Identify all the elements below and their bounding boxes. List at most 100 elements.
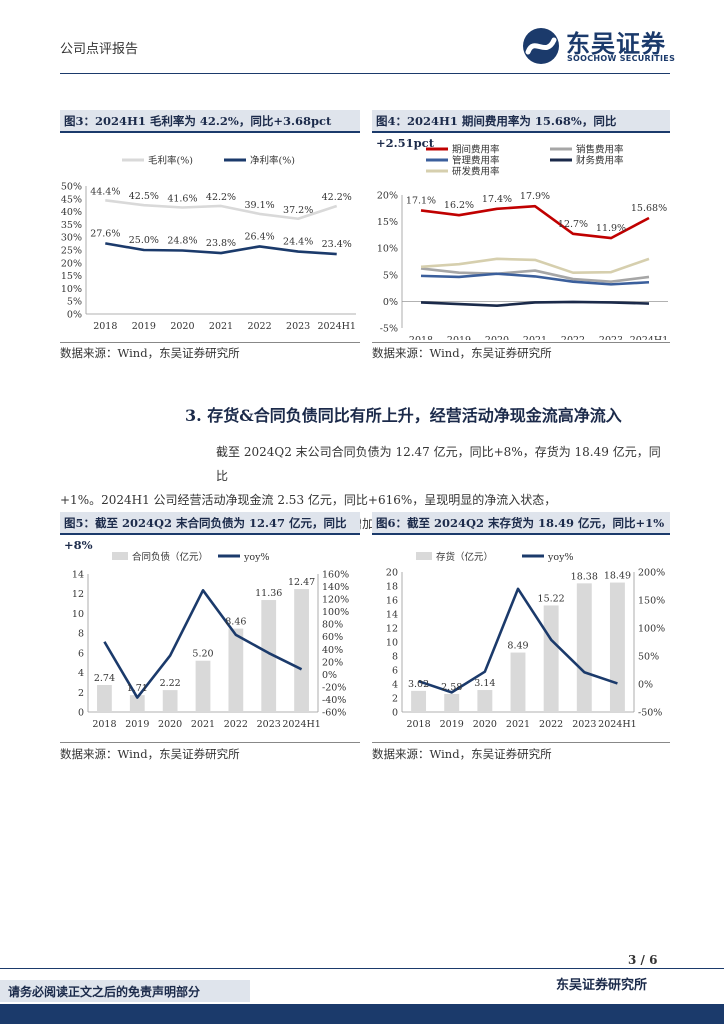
yoy-line <box>418 587 618 694</box>
data-label: 17.1% <box>406 195 436 206</box>
bar-data-label: 2.22 <box>160 678 181 689</box>
y-tick-label: 10% <box>377 244 398 255</box>
data-label: 44.4% <box>90 186 120 197</box>
y-right-tick-label: 60% <box>322 632 343 643</box>
legend-swatch-bar <box>416 552 432 560</box>
data-label: 17.4% <box>482 194 512 205</box>
y-tick-label: 5% <box>383 270 398 281</box>
y-left-tick-label: 8 <box>78 629 84 640</box>
legend-label: 期间费用率 <box>452 144 500 156</box>
data-label: 41.6% <box>167 194 197 205</box>
y-tick-label: 20% <box>377 191 398 202</box>
bar-data-label: 3.02 <box>408 679 429 690</box>
bar-data-label: 3.14 <box>474 678 495 689</box>
bar <box>97 684 112 712</box>
bar <box>477 690 493 712</box>
fig3-source-divider <box>60 342 360 343</box>
y-tick-label: 45% <box>61 194 82 205</box>
yoy-line <box>103 589 303 699</box>
bar <box>411 690 427 712</box>
y-right-tick-label: -20% <box>322 682 346 693</box>
data-label: 15.68% <box>631 203 667 214</box>
y-right-tick-label: -50% <box>638 708 662 719</box>
y-right-tick-label: -40% <box>322 695 346 706</box>
data-label: 12.7% <box>558 219 588 230</box>
legend-label: yoy% <box>547 552 573 563</box>
y-tick-label: 50% <box>61 182 82 193</box>
x-tick-label: 2021 <box>191 719 215 730</box>
bar <box>576 583 592 712</box>
fig5-source: 数据来源：Wind，东吴证券研究所 <box>60 747 240 761</box>
y-right-tick-label: 100% <box>638 624 665 635</box>
data-label: 42.5% <box>129 191 159 202</box>
y-tick-label: 30% <box>61 233 82 244</box>
y-left-tick-label: 2 <box>392 694 398 705</box>
y-left-tick-label: 14 <box>72 570 84 581</box>
bar <box>195 660 211 712</box>
page-number: 3 / 6 <box>628 953 658 967</box>
data-label: 42.2% <box>322 192 352 203</box>
data-label: 25.0% <box>129 235 159 246</box>
x-tick-label: 2018 <box>93 321 117 332</box>
data-label: 39.1% <box>244 200 274 211</box>
x-tick-label: 2020 <box>473 719 497 730</box>
data-label: 24.8% <box>167 236 197 247</box>
bar <box>294 589 309 712</box>
data-label: 16.2% <box>444 200 474 211</box>
legend-label: 管理费用率 <box>452 155 500 167</box>
legend-label: 研发费用率 <box>452 166 500 178</box>
fig6-source: 数据来源：Wind，东吴证券研究所 <box>372 747 552 761</box>
y-tick-label: 25% <box>61 246 82 257</box>
x-tick-label: 2020 <box>485 335 509 340</box>
soochow-logo-icon <box>523 28 559 64</box>
y-tick-label: 10% <box>61 284 82 295</box>
bar-data-label: 12.47 <box>288 577 315 588</box>
y-right-tick-label: 150% <box>638 596 665 607</box>
data-label: 11.9% <box>596 223 626 234</box>
disclaimer-bar <box>0 980 250 1002</box>
x-tick-label: 2022 <box>539 719 563 730</box>
y-tick-label: 15% <box>377 217 398 228</box>
bar-data-label: 18.49 <box>604 571 631 582</box>
fig5-title: 图5：截至 2024Q2 末合同负债为 12.47 亿元，同比+8% <box>60 512 360 552</box>
x-tick-label: 2019 <box>132 321 156 332</box>
x-tick-label: 2024H1 <box>282 719 321 730</box>
legend-label: 毛利率(%) <box>148 155 193 167</box>
footer-band <box>0 1004 724 1024</box>
x-tick-label: 2018 <box>406 719 430 730</box>
y-tick-label: -5% <box>380 324 398 335</box>
series-line <box>420 300 650 307</box>
footer-divider <box>0 968 724 969</box>
x-tick-label: 2023 <box>286 321 310 332</box>
y-left-tick-label: 6 <box>78 648 84 659</box>
fig4-chart: -5% 0% 5% 10% 15% 20% 2018 2019 2020 2021 2022 2023… <box>377 144 669 341</box>
x-tick-label: 2024H1 <box>598 719 637 730</box>
y-left-tick-label: 10 <box>72 609 84 620</box>
bar-data-label: 11.36 <box>255 588 282 599</box>
y-right-tick-label: 200% <box>638 568 665 579</box>
y-right-tick-label: 50% <box>638 652 659 663</box>
disclaimer-text: 请务必阅读正文之后的免责声明部分 <box>8 985 201 999</box>
y-right-tick-label: 120% <box>322 595 349 606</box>
bar <box>609 582 625 712</box>
data-label: 26.4% <box>244 231 274 242</box>
para-line-2: +1%。2024H1 公司经营活动净现金流 2.53 亿元，同比+616%，呈现… <box>60 493 557 507</box>
x-tick-label: 2019 <box>125 719 149 730</box>
x-tick-label: 2024H1 <box>630 335 669 340</box>
legend-label: 存货（亿元） <box>436 551 493 563</box>
y-left-tick-label: 6 <box>392 666 398 677</box>
y-left-tick-label: 18 <box>386 582 398 593</box>
y-tick-label: 5% <box>67 297 82 308</box>
x-tick-label: 2019 <box>447 335 471 340</box>
data-label: 17.9% <box>520 191 550 202</box>
x-tick-label: 2023 <box>572 719 596 730</box>
data-label: 23.8% <box>206 238 236 249</box>
fig4-title: 图4：2024H1 期间费用率为 15.68%，同比+2.51pct <box>372 110 670 150</box>
y-left-tick-label: 12 <box>72 589 84 600</box>
x-tick-label: 2024H1 <box>317 321 356 332</box>
y-tick-label: 0% <box>67 310 82 321</box>
y-left-tick-label: 8 <box>392 652 398 663</box>
data-label: 23.4% <box>322 239 352 250</box>
x-tick-label: 2022 <box>224 719 248 730</box>
series-line <box>420 204 650 240</box>
